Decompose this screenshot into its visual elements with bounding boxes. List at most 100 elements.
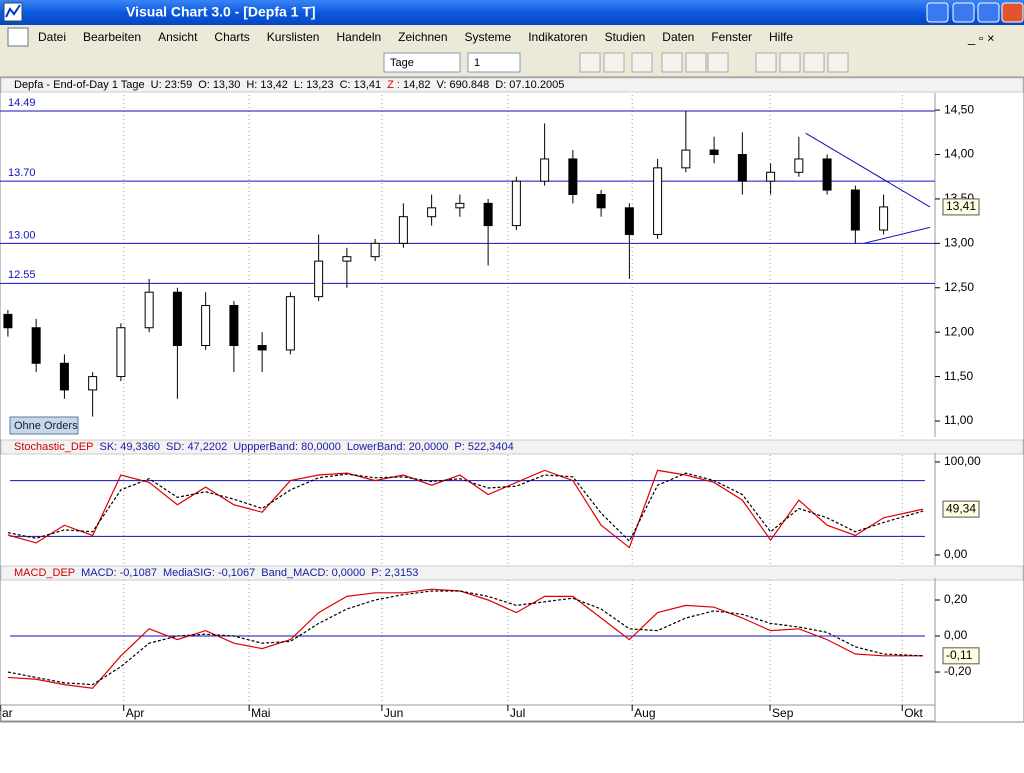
period-select-text: Tage [390,57,414,69]
candle-body [624,207,634,235]
x-tick-label: Apr [126,706,145,720]
candle-body [370,242,380,258]
x-tick-label: Mai [251,706,270,720]
menu-item[interactable]: Bearbeiten [83,30,141,44]
candle-body [596,193,606,209]
menu-item[interactable]: Charts [214,30,249,44]
candle-body [511,180,521,227]
x-tick-label: Jul [510,706,525,720]
last-value-label: -0,11 [946,648,973,662]
pane-header-text: MACD_DEP MACD: -0,1087 MediaSIG: -0,1067 Ba… [14,567,418,579]
x-tick-label: Okt [904,706,923,720]
header-value: 14,82 [403,79,431,91]
mdi-controls[interactable]: _ ▫ × [967,30,995,45]
x-tick-label: Sep [772,706,794,720]
horizontal-line-label: 14.49 [8,97,36,109]
header-label: C: [340,79,351,91]
candle-body [398,216,408,244]
header-item: LowerBand: 20,0000 [347,441,449,453]
y-tick-label: 12,00 [944,324,974,338]
menu-item[interactable]: Daten [662,30,694,44]
count-select-text: 1 [474,57,480,69]
x-tick-label: Aug [634,706,655,720]
series-line [7,590,924,686]
trendline [805,132,931,208]
header-item: MACD_DEP [14,567,75,579]
header-value: 13,23 [306,79,334,91]
header-label: D: [495,79,506,91]
menu-item[interactable]: Datei [38,30,66,44]
candle-body [653,167,663,235]
series-line [7,469,924,549]
tool-button[interactable] [827,52,849,73]
restore-button[interactable] [952,2,975,23]
pane-header [0,439,1024,455]
tool-button[interactable] [661,52,683,73]
minimize-button[interactable] [926,2,949,23]
menu-item[interactable]: Studien [605,30,646,44]
candle-body [3,313,13,329]
last-value-box [942,500,980,518]
candle-body [483,202,493,227]
maximize-button[interactable] [977,2,1000,23]
menu-item[interactable]: Ansicht [158,30,198,44]
header-item: SK: 49,3360 [99,441,160,453]
orders-button-label: Ohne Orders [14,420,78,432]
tool-button[interactable] [603,52,625,73]
header-value: 23:59 [165,79,193,91]
count-select[interactable] [467,52,521,73]
doc-icon [7,27,29,47]
chart-window [0,76,1024,723]
tool-button[interactable] [803,52,825,73]
pane-header [0,77,1024,93]
header-item: UppperBand: 80,0000 [233,441,341,453]
y-tick-label: 14,50 [944,102,974,116]
x-tick-label: ar [2,706,13,720]
header-value: 690.848 [450,79,490,91]
header-label: O: [198,79,210,91]
header-item: P: 2,3153 [371,567,418,579]
menu-item[interactable]: Fenster [711,30,752,44]
header-label: Z : [387,79,400,91]
candle-body [229,305,239,347]
menu-item[interactable]: Zeichnen [398,30,447,44]
period-select[interactable] [383,52,461,73]
menu-item[interactable]: Systeme [465,30,512,44]
menu-item[interactable]: Hilfe [769,30,793,44]
header-value: 07.10.2005 [509,79,564,91]
tool-button[interactable] [685,52,707,73]
candle-body [88,376,98,391]
tool-button[interactable] [707,52,729,73]
trendline [863,226,931,244]
header-item: P: 522,3404 [454,441,513,453]
candle-body [427,207,437,218]
y-tick-label: 0,20 [944,592,968,606]
candle-body [879,206,889,231]
header-item: MediaSIG: -0,1067 [163,567,255,579]
y-tick-label: 11,50 [944,369,973,383]
series-line [7,472,924,543]
orders-button[interactable] [9,416,79,435]
tool-button[interactable] [579,52,601,73]
pane-header [0,565,1024,581]
header-value: 13,41 [354,79,382,91]
menu-item[interactable]: Handeln [336,30,381,44]
header-item: Stochastic_DEP [14,441,93,453]
tool-button[interactable] [755,52,777,73]
close-button[interactable] [1001,2,1024,23]
tool-button[interactable] [631,52,653,73]
candle-body [568,158,578,195]
header-item: MACD: -0,1087 [81,567,157,579]
menu-item[interactable]: Kurslisten [267,30,320,44]
y-tick-label: 0,00 [944,628,968,642]
candle-body [709,149,719,156]
candle-body [144,291,154,329]
pane-header-text: Stochastic_DEP SK: 49,3360 SD: 47,2202 Uppp… [14,441,514,453]
series-line [7,588,924,689]
candle-body [31,327,41,364]
candle-body [822,158,832,191]
tool-button[interactable] [779,52,801,73]
menu-item[interactable]: Indikatoren [528,30,587,44]
